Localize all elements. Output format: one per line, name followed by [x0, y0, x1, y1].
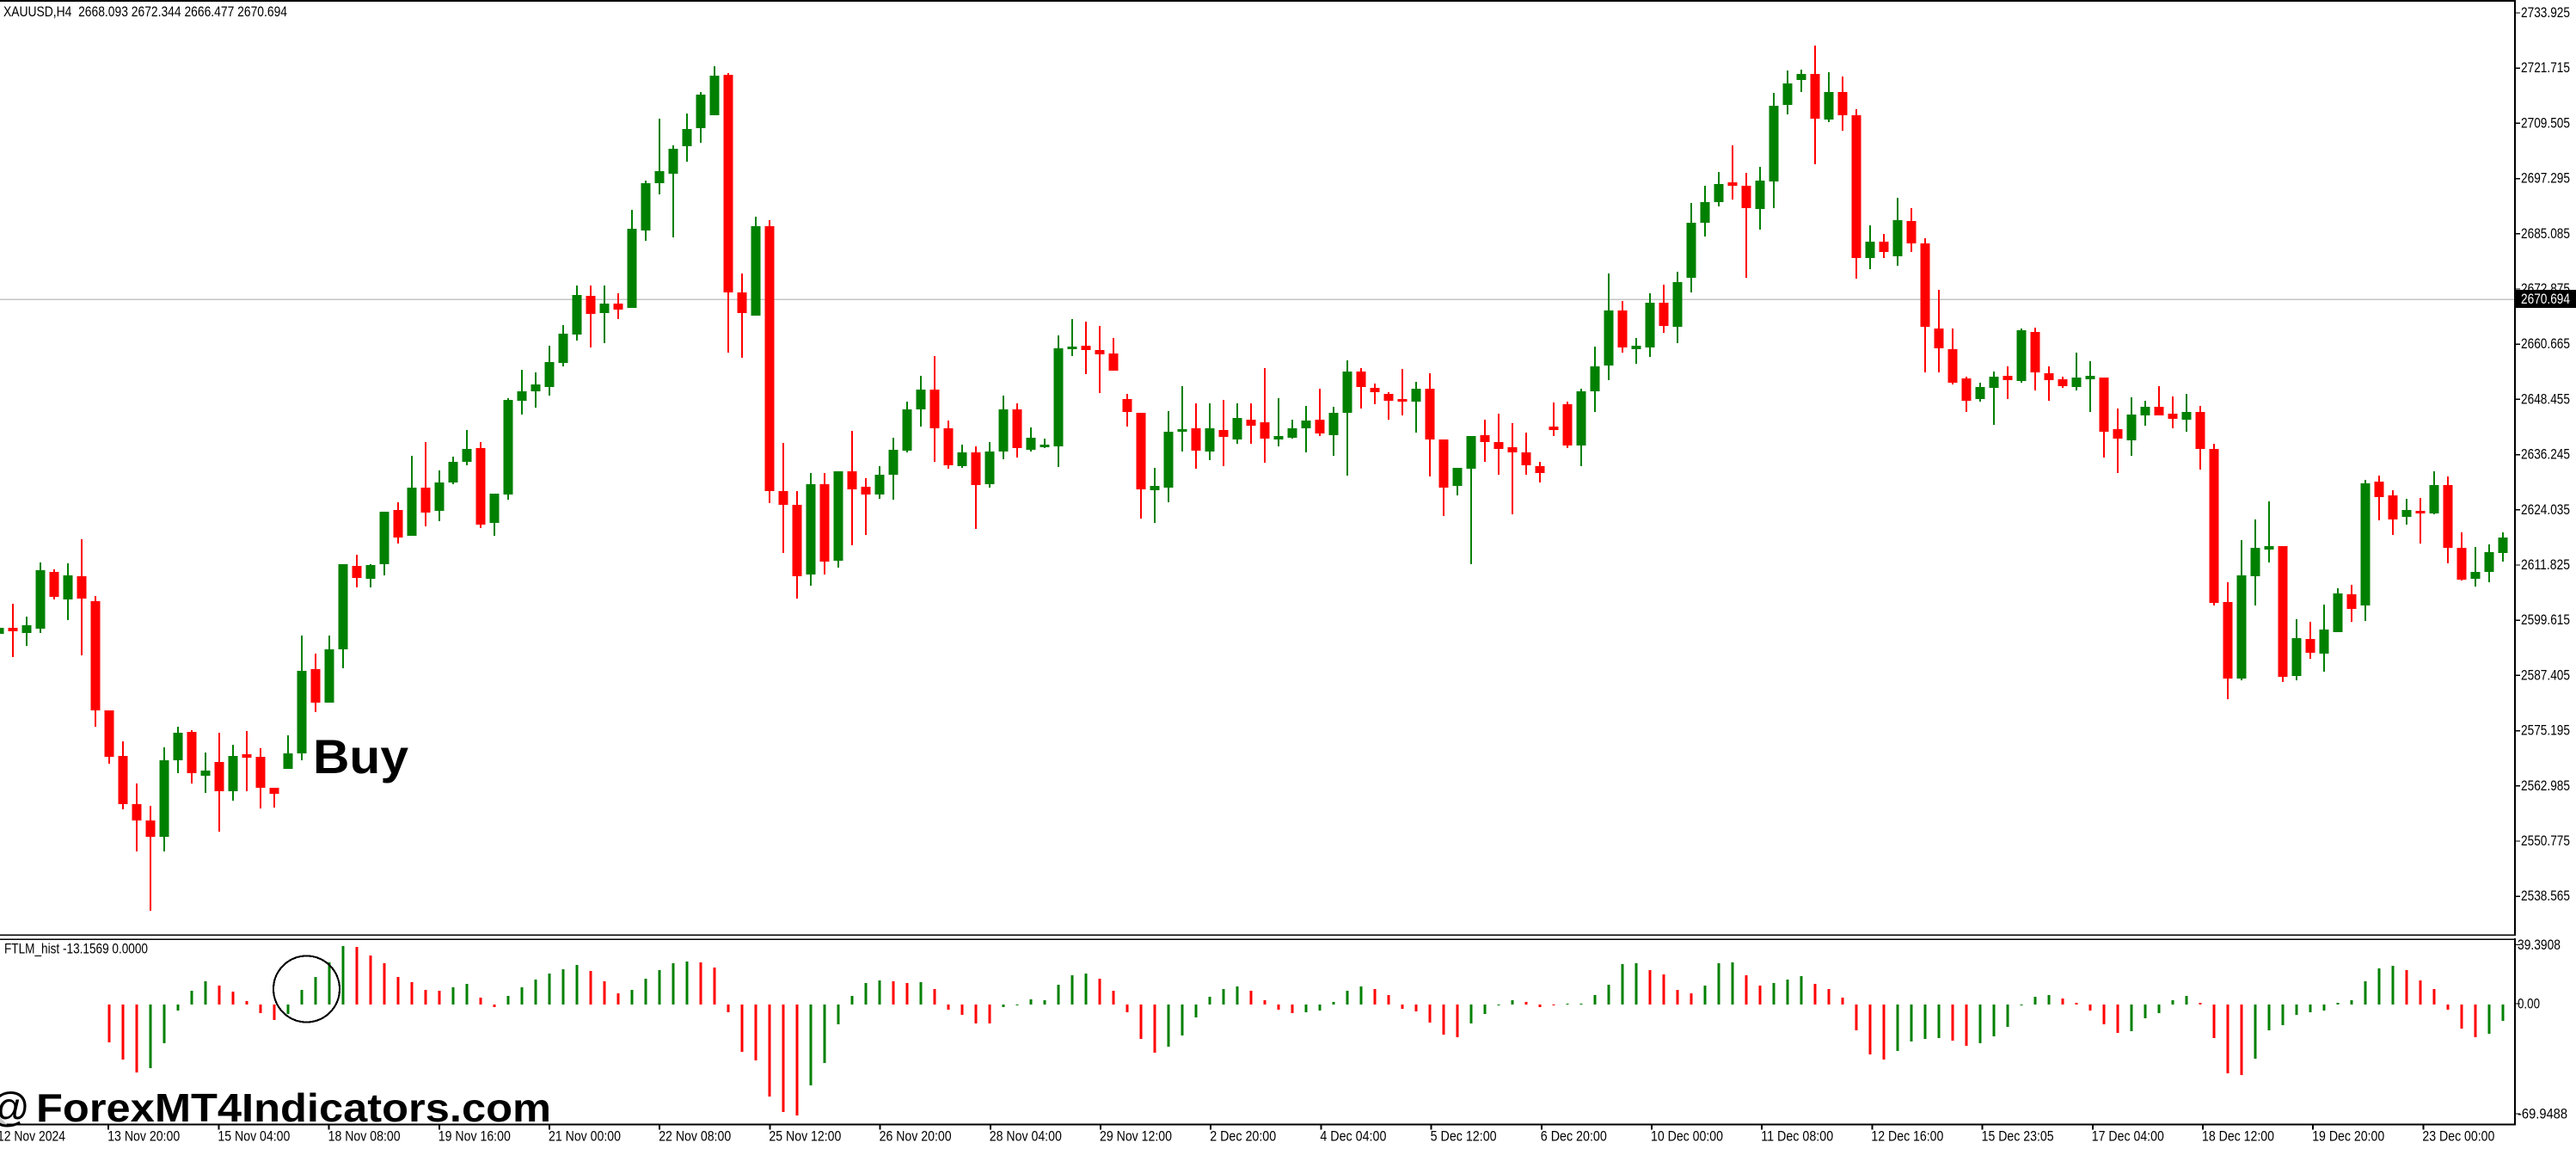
svg-text:-69.9488: -69.9488 [2518, 1107, 2567, 1122]
svg-text:2685.085: 2685.085 [2521, 226, 2570, 242]
svg-text:2538.565: 2538.565 [2521, 888, 2570, 904]
svg-text:@: @ [0, 1085, 30, 1131]
svg-text:2670.694: 2670.694 [2521, 292, 2570, 307]
svg-text:2660.665: 2660.665 [2521, 336, 2570, 352]
svg-text:2562.985: 2562.985 [2521, 778, 2570, 794]
svg-text:Buy: Buy [313, 729, 408, 783]
svg-text:2611.825: 2611.825 [2521, 557, 2570, 573]
svg-text:22 Nov 08:00: 22 Nov 08:00 [659, 1129, 731, 1145]
svg-text:2624.035: 2624.035 [2521, 502, 2570, 518]
svg-text:11 Dec 08:00: 11 Dec 08:00 [1761, 1129, 1833, 1145]
svg-text:21 Nov 00:00: 21 Nov 00:00 [549, 1129, 621, 1145]
svg-text:2697.295: 2697.295 [2521, 171, 2570, 187]
svg-text:15 Nov 04:00: 15 Nov 04:00 [218, 1129, 290, 1145]
svg-text:XAUUSD,H4 2668.093 2672.344 2: XAUUSD,H4 2668.093 2672.344 2666.477 267… [3, 3, 287, 20]
svg-text:15 Dec 23:05: 15 Dec 23:05 [1982, 1129, 2054, 1145]
svg-text:10 Dec 00:00: 10 Dec 00:00 [1651, 1129, 1723, 1145]
svg-text:2587.405: 2587.405 [2521, 667, 2570, 683]
svg-text:2599.615: 2599.615 [2521, 612, 2570, 628]
svg-text:39.3908: 39.3908 [2518, 937, 2561, 953]
svg-text:ForexMT4Indicators.com: ForexMT4Indicators.com [36, 1085, 551, 1130]
svg-text:2575.195: 2575.195 [2521, 723, 2570, 739]
svg-text:2636.245: 2636.245 [2521, 447, 2570, 463]
svg-text:6 Dec 20:00: 6 Dec 20:00 [1541, 1129, 1607, 1145]
svg-text:2709.505: 2709.505 [2521, 115, 2570, 131]
svg-text:5 Dec 12:00: 5 Dec 12:00 [1431, 1129, 1497, 1145]
svg-text:FTLM_hist -13.1569 0.0000: FTLM_hist -13.1569 0.0000 [4, 941, 148, 957]
svg-text:2 Dec 20:00: 2 Dec 20:00 [1210, 1129, 1276, 1145]
svg-text:12 Nov 2024: 12 Nov 2024 [0, 1129, 65, 1145]
svg-text:2648.455: 2648.455 [2521, 391, 2570, 407]
svg-text:18 Nov 08:00: 18 Nov 08:00 [328, 1129, 401, 1145]
svg-text:25 Nov 12:00: 25 Nov 12:00 [769, 1129, 841, 1145]
svg-text:28 Nov 04:00: 28 Nov 04:00 [990, 1129, 1062, 1145]
svg-text:23 Dec 00:00: 23 Dec 00:00 [2422, 1129, 2494, 1145]
svg-text:19 Nov 16:00: 19 Nov 16:00 [439, 1129, 511, 1145]
svg-text:2550.775: 2550.775 [2521, 833, 2570, 849]
svg-text:2721.715: 2721.715 [2521, 60, 2570, 76]
svg-text:19 Dec 20:00: 19 Dec 20:00 [2312, 1129, 2384, 1145]
svg-text:12 Dec 16:00: 12 Dec 16:00 [1871, 1129, 1943, 1145]
svg-text:4 Dec 04:00: 4 Dec 04:00 [1320, 1129, 1386, 1145]
svg-text:13 Nov 20:00: 13 Nov 20:00 [107, 1129, 180, 1145]
svg-text:18 Dec 12:00: 18 Dec 12:00 [2202, 1129, 2274, 1145]
svg-text:17 Dec 04:00: 17 Dec 04:00 [2092, 1129, 2164, 1145]
svg-text:26 Nov 20:00: 26 Nov 20:00 [880, 1129, 952, 1145]
svg-text:29 Nov 12:00: 29 Nov 12:00 [1100, 1129, 1172, 1145]
svg-text:0.00: 0.00 [2518, 997, 2540, 1012]
svg-text:2733.925: 2733.925 [2521, 5, 2570, 21]
